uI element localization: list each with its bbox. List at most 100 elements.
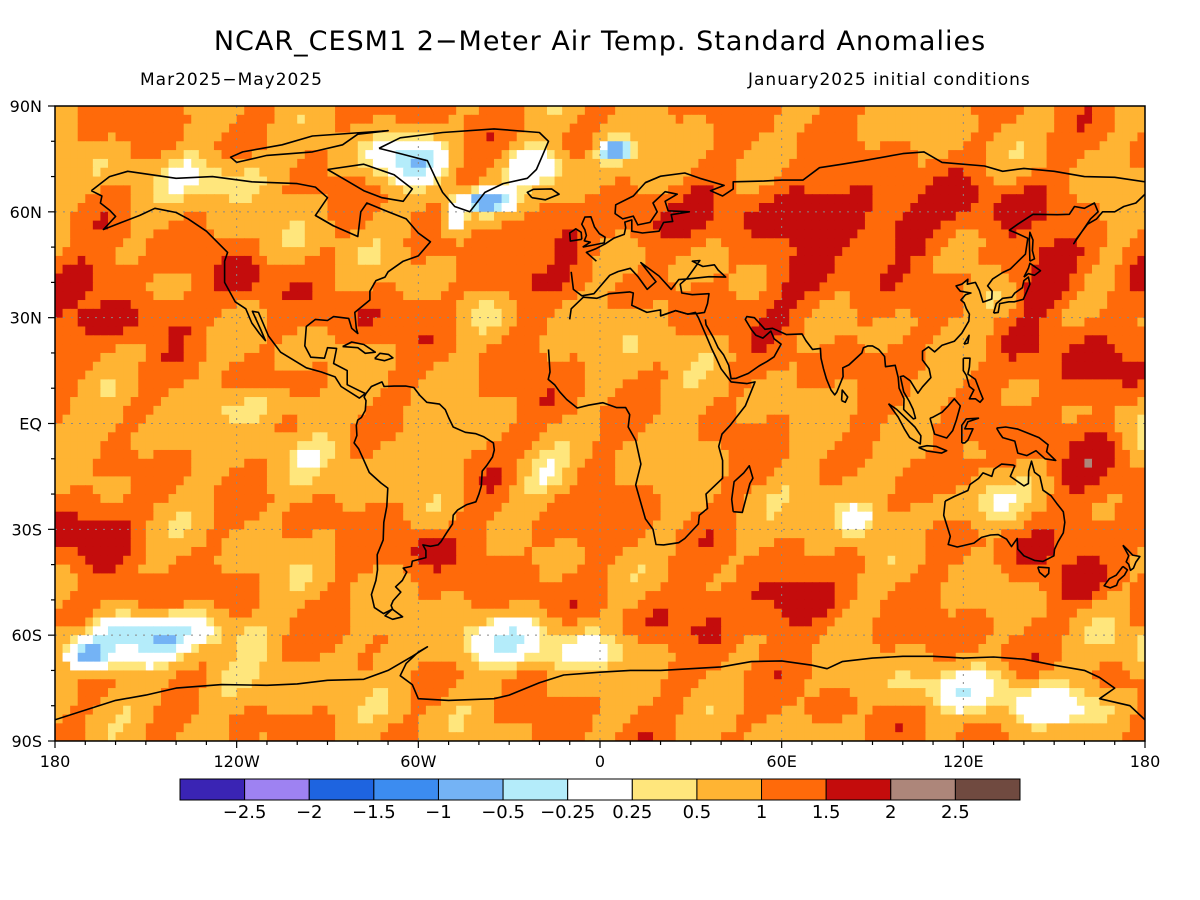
anomaly-cell (902, 114, 911, 125)
anomaly-cell (213, 194, 223, 204)
anomaly-cell (705, 247, 715, 257)
anomaly-cell (584, 335, 594, 345)
anomaly-cell (660, 405, 669, 416)
anomaly-cell (168, 229, 177, 239)
anomaly-cell (690, 291, 699, 301)
anomaly-cell (433, 194, 442, 204)
anomaly-cell (811, 379, 821, 389)
anomaly-cell (176, 397, 185, 407)
anomaly-cell (766, 150, 775, 160)
anomaly-cell (153, 194, 162, 204)
anomaly-cell (721, 291, 730, 301)
anomaly-cell (342, 264, 351, 275)
anomaly-cell (1114, 379, 1123, 389)
anomaly-cell (1054, 203, 1063, 213)
anomaly-cell (486, 132, 495, 142)
anomaly-cell (297, 167, 306, 178)
anomaly-cell (289, 317, 298, 328)
anomaly-cell (834, 264, 843, 275)
anomaly-cell (819, 229, 828, 239)
anomaly-cell (1129, 397, 1139, 407)
anomaly-cell (872, 264, 881, 275)
anomaly-cell (766, 317, 775, 328)
anomaly-cell (1122, 388, 1131, 398)
anomaly-cell (1107, 397, 1116, 407)
anomaly-cell (395, 352, 404, 363)
anomaly-cell (441, 150, 450, 160)
anomaly-cell (191, 158, 200, 169)
anomaly-cell (524, 106, 533, 116)
anomaly-cell (615, 388, 624, 398)
anomaly-cell (244, 247, 253, 257)
anomaly-cell (62, 167, 71, 178)
anomaly-cell (539, 167, 548, 178)
anomaly-cell (327, 176, 336, 186)
anomaly-cell (1016, 141, 1025, 151)
anomaly-cell (607, 291, 616, 301)
anomaly-cell (531, 167, 541, 178)
anomaly-cell (857, 220, 866, 231)
anomaly-cell (1008, 132, 1017, 142)
anomaly-cell (448, 300, 457, 310)
anomaly-cell (864, 238, 874, 248)
anomaly-cell (425, 405, 435, 416)
anomaly-cell (509, 229, 518, 239)
anomaly-cell (478, 326, 488, 336)
anomaly-cell (100, 167, 109, 178)
anomaly-cell (388, 255, 397, 266)
anomaly-cell (176, 264, 185, 275)
anomaly-cell (1008, 114, 1017, 125)
anomaly-cell (425, 397, 435, 407)
anomaly-cell (168, 361, 177, 372)
anomaly-cell (645, 405, 654, 416)
anomaly-cell (478, 158, 488, 169)
anomaly-cell (100, 326, 109, 336)
anomaly-cell (819, 158, 828, 169)
anomaly-cell (312, 300, 321, 310)
anomaly-cell (849, 326, 858, 336)
anomaly-cell (577, 317, 586, 328)
anomaly-cell (266, 317, 276, 328)
anomaly-cell (501, 150, 510, 160)
anomaly-cell (304, 344, 313, 354)
anomaly-cell (758, 211, 768, 222)
anomaly-cell (221, 203, 230, 213)
anomaly-cell (955, 335, 964, 345)
anomaly-cell (592, 388, 601, 398)
anomaly-cell (607, 185, 616, 195)
anomaly-cell (418, 273, 427, 283)
anomaly-cell (849, 344, 858, 354)
anomaly-cell (425, 176, 435, 186)
anomaly-cell (804, 194, 813, 204)
anomaly-cell (796, 185, 805, 195)
anomaly-cell (130, 326, 139, 336)
anomaly-cell (675, 308, 684, 319)
anomaly-cell (728, 255, 737, 266)
anomaly-cell (70, 211, 79, 222)
anomaly-cell (463, 132, 472, 142)
anomaly-cell (675, 238, 684, 248)
anomaly-cell (675, 176, 684, 186)
anomaly-cell (1092, 158, 1101, 169)
anomaly-cell (138, 176, 147, 186)
anomaly-cell (244, 352, 253, 363)
anomaly-cell (1122, 344, 1131, 354)
anomaly-cell (774, 229, 783, 239)
anomaly-cell (107, 282, 117, 292)
anomaly-cell (62, 220, 71, 231)
anomaly-cell (584, 229, 594, 239)
anomaly-cell (781, 123, 790, 134)
anomaly-cell (191, 352, 200, 363)
anomaly-cell (206, 194, 215, 204)
anomaly-cell (584, 255, 594, 266)
anomaly-cell (1092, 308, 1101, 319)
anomaly-cell (183, 264, 192, 275)
anomaly-cell (1084, 203, 1093, 213)
anomaly-cell (365, 326, 374, 336)
anomaly-cell (107, 132, 117, 142)
anomaly-cell (198, 167, 207, 178)
anomaly-cell (191, 123, 200, 134)
anomaly-cell (804, 123, 813, 134)
anomaly-cell (236, 185, 245, 195)
anomaly-cell (516, 282, 525, 292)
